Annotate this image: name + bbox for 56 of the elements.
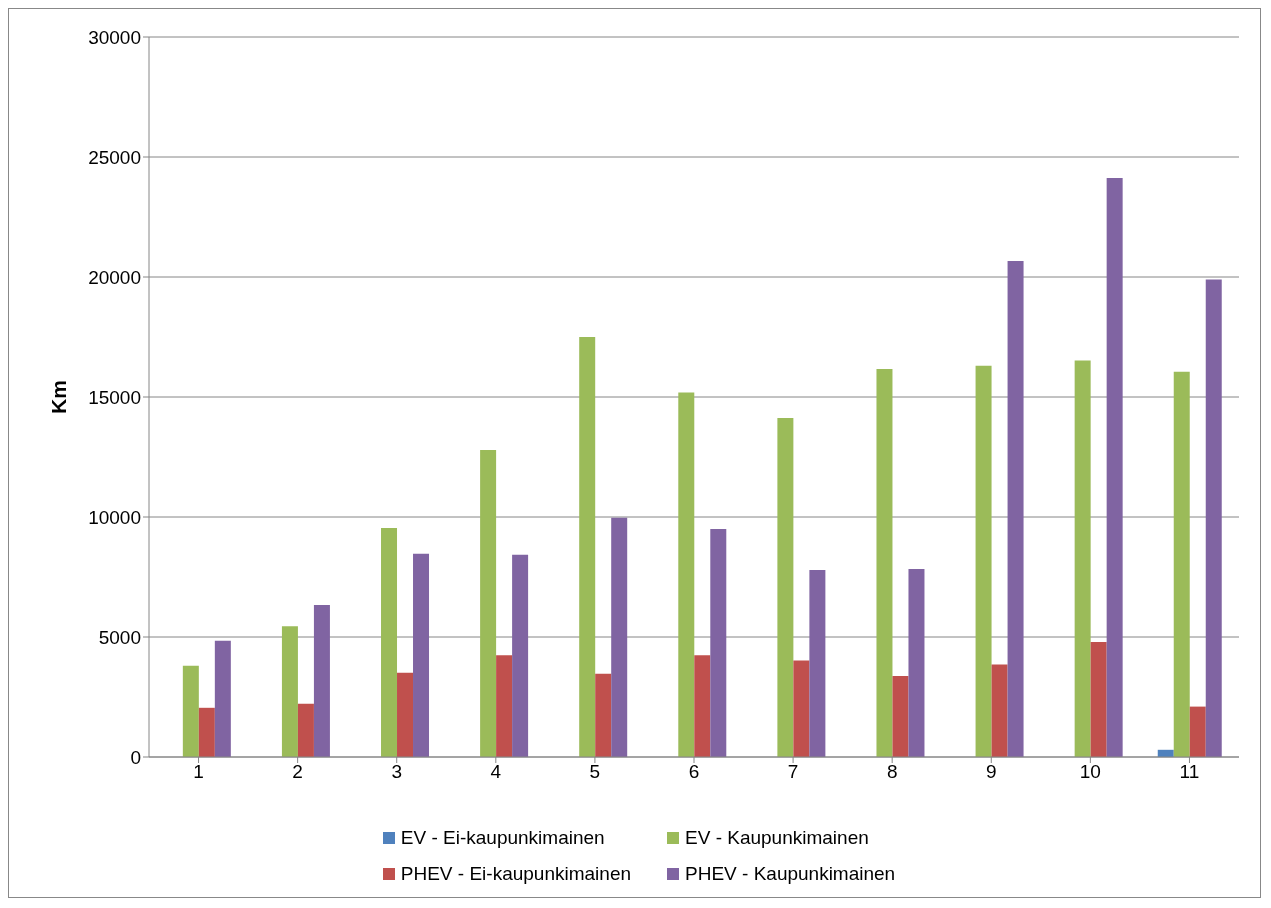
legend-label: EV - Ei-kaupunkimainen (400, 827, 605, 849)
legend-label: PHEV - Ei-kaupunkimainen (400, 863, 632, 885)
bar (579, 337, 596, 757)
x-tick-label: 2 (292, 761, 303, 783)
x-tick-label: 1 (193, 761, 204, 783)
bar (413, 553, 430, 757)
bar (1074, 360, 1091, 757)
bar (1189, 706, 1206, 757)
bar (595, 673, 612, 757)
y-tick-label: 15000 (88, 386, 141, 408)
bar (397, 672, 414, 757)
bar (892, 675, 909, 757)
bar (1007, 260, 1024, 757)
y-tick-label: 20000 (88, 266, 141, 288)
bar (281, 626, 298, 757)
x-tick-label: 5 (589, 761, 601, 783)
y-tick-label: 5000 (98, 626, 141, 648)
bar (496, 655, 513, 757)
bar (480, 450, 497, 757)
x-tick-label: 3 (391, 761, 403, 783)
y-tick-label: 0 (130, 746, 141, 768)
y-tick-label: 30000 (88, 26, 141, 48)
bar (777, 418, 794, 757)
bar (214, 640, 231, 757)
bar (611, 517, 628, 757)
x-tick-label: 7 (787, 761, 799, 783)
x-tick-label: 10 (1079, 761, 1101, 783)
bar (1173, 371, 1190, 757)
bar (297, 703, 314, 757)
x-tick-label: 8 (886, 761, 898, 783)
x-tick-label: 4 (490, 761, 502, 783)
x-tick-label: 6 (688, 761, 700, 783)
legend-label: PHEV - Kaupunkimainen (685, 863, 896, 885)
bar (908, 569, 925, 757)
x-tick-label: 9 (985, 761, 997, 783)
bar (512, 554, 529, 757)
bar (975, 365, 992, 757)
bar (694, 655, 711, 757)
bar (1090, 642, 1107, 757)
bar (182, 665, 199, 757)
bar (678, 392, 695, 757)
bar (710, 529, 727, 757)
bar (1106, 177, 1123, 757)
bar (381, 528, 398, 757)
bar (809, 570, 826, 757)
bar (1205, 279, 1222, 757)
bar (793, 660, 810, 757)
legend-label: EV - Kaupunkimainen (685, 827, 869, 849)
bar (313, 605, 330, 757)
bar (991, 664, 1008, 757)
y-axis-title: Km (47, 380, 71, 414)
y-tick-label: 10000 (88, 506, 141, 528)
bar (198, 707, 215, 757)
y-tick-label: 25000 (88, 146, 141, 168)
x-tick-label: 11 (1179, 761, 1200, 783)
bar (876, 368, 893, 757)
